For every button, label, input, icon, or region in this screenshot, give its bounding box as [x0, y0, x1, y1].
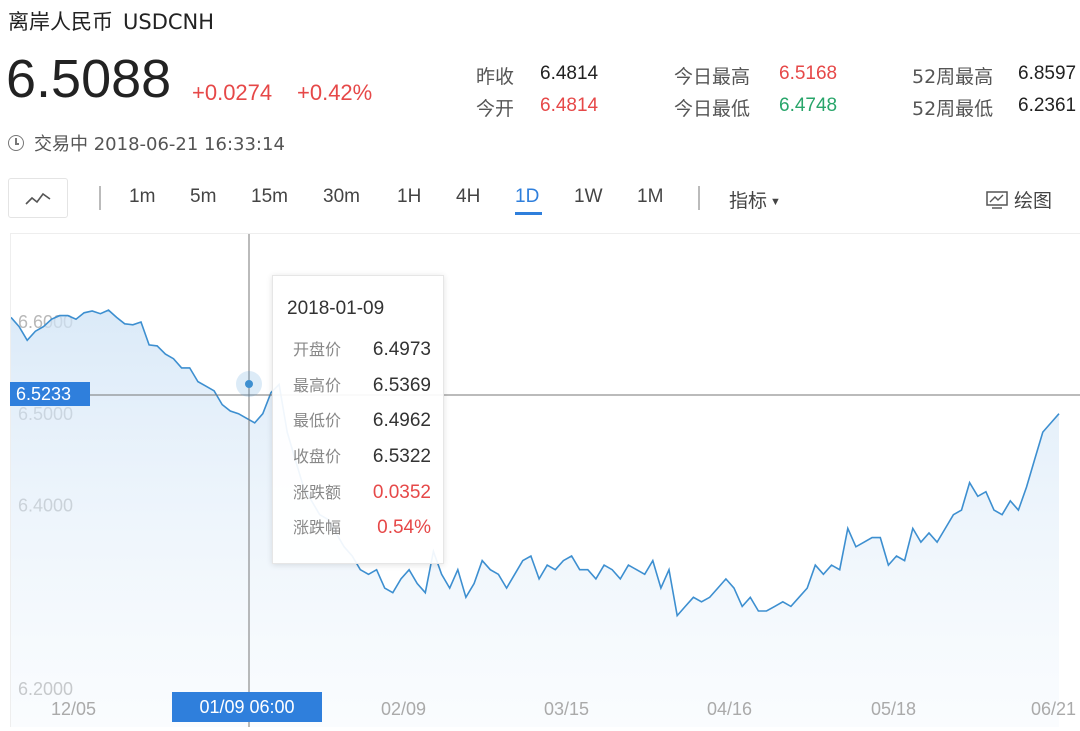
open-value: 6.4814	[540, 95, 599, 116]
x-tick-label: 05/18	[871, 699, 916, 719]
tooltip-row-open: 开盘价 6.4973	[293, 336, 431, 361]
price-change-pct: +0.42%	[297, 80, 373, 105]
trading-status: 交易中 2018-06-21 16:33:14	[8, 130, 285, 156]
week52-low-value: 6.2361	[1018, 95, 1077, 116]
week52-high-value: 6.8597	[1018, 63, 1077, 84]
toolbar-divider	[99, 186, 101, 210]
period-1M[interactable]: 1M	[637, 186, 664, 207]
tooltip-label: 最高价	[293, 376, 342, 395]
x-tick-label: 12/05	[51, 699, 96, 719]
period-1m[interactable]: 1m	[129, 186, 156, 207]
tooltip-label: 涨跌额	[293, 483, 342, 502]
period-1D[interactable]: 1D	[515, 186, 540, 207]
period-15m[interactable]: 15m	[251, 186, 288, 207]
x-tick-label: 03/15	[544, 699, 589, 719]
price-series-line	[10, 309, 1060, 618]
week52-low-label: 52周最低	[912, 98, 994, 120]
x-tick-label: 02/09	[381, 699, 426, 719]
price-area-fill	[11, 310, 1059, 727]
day-high-label: 今日最高	[674, 66, 751, 88]
tooltip-row-change-pct: 涨跌幅 0.54%	[293, 514, 431, 539]
tooltip-value: 6.5369	[372, 375, 431, 396]
week52-high-label: 52周最高	[912, 66, 994, 88]
x-tick-label: 06/21	[1031, 699, 1076, 719]
draw-label: 绘图	[1014, 191, 1053, 212]
tooltip-value: 6.4973	[372, 339, 431, 360]
x-tick-label: 04/16	[707, 699, 752, 719]
toolbar-divider	[698, 186, 700, 210]
tooltip-row-high: 最高价 6.5369	[293, 372, 431, 397]
tooltip-value: 6.5322	[372, 446, 431, 467]
tooltip-row-low: 最低价 6.4962	[293, 407, 431, 432]
tooltip-label: 最低价	[293, 411, 342, 430]
crosshair-price-tag: 6.5233	[10, 382, 90, 406]
tooltip-date: 2018-01-09	[287, 298, 385, 319]
day-low-label: 今日最低	[674, 98, 751, 120]
period-1H[interactable]: 1H	[397, 186, 422, 207]
period-5m[interactable]: 5m	[190, 186, 217, 207]
line-chart-toggle-button[interactable]	[8, 178, 68, 218]
tooltip-row-close: 收盘价 6.5322	[293, 443, 431, 468]
tooltip-label: 收盘价	[293, 447, 342, 466]
prev-close-value: 6.4814	[540, 63, 599, 84]
trading-status-text: 交易中 2018-06-21 16:33:14	[34, 134, 285, 155]
instrument-code: USDCNH	[123, 10, 215, 34]
tooltip-value: 0.0352	[372, 482, 431, 503]
instrument-title: 离岸人民币 USDCNH	[8, 6, 214, 36]
price-change: +0.0274	[192, 80, 273, 105]
day-low-value: 6.4748	[779, 95, 838, 116]
clock-icon	[8, 135, 24, 151]
crosshair-date-tag: 01/09 06:00	[172, 692, 322, 722]
ohlc-tooltip: 2018-01-09 开盘价 6.4973 最高价 6.5369 最低价 6.4…	[272, 275, 444, 564]
caret-down-icon: ▼	[770, 196, 781, 208]
active-period-underline	[515, 212, 542, 215]
prev-close-label: 昨收	[476, 66, 515, 88]
tooltip-label: 涨跌幅	[293, 518, 342, 537]
line-chart-icon	[25, 192, 51, 205]
crosshair-point	[245, 380, 253, 388]
open-label: 今开	[476, 98, 515, 120]
tooltip-value: 0.54%	[377, 517, 431, 538]
period-1W[interactable]: 1W	[574, 186, 603, 207]
last-price: 6.5088	[6, 49, 172, 109]
tooltip-row-change: 涨跌额 0.0352	[293, 479, 431, 504]
price-chart[interactable]: 6.60006.50006.40006.2000 12/0502/0903/15…	[10, 234, 1080, 727]
draw-button[interactable]: 绘图	[986, 186, 1052, 213]
day-high-value: 6.5168	[779, 63, 838, 84]
draw-icon	[986, 191, 1008, 209]
instrument-name: 离岸人民币	[8, 10, 113, 34]
tooltip-label: 开盘价	[293, 340, 342, 359]
period-4H[interactable]: 4H	[456, 186, 481, 207]
period-30m[interactable]: 30m	[323, 186, 360, 207]
indicator-label: 指标	[729, 191, 768, 212]
tooltip-value: 6.4962	[372, 410, 431, 431]
chart-area[interactable]: 6.60006.50006.40006.2000 12/0502/0903/15…	[10, 233, 1080, 727]
indicator-dropdown[interactable]: 指标 ▼	[729, 186, 781, 213]
